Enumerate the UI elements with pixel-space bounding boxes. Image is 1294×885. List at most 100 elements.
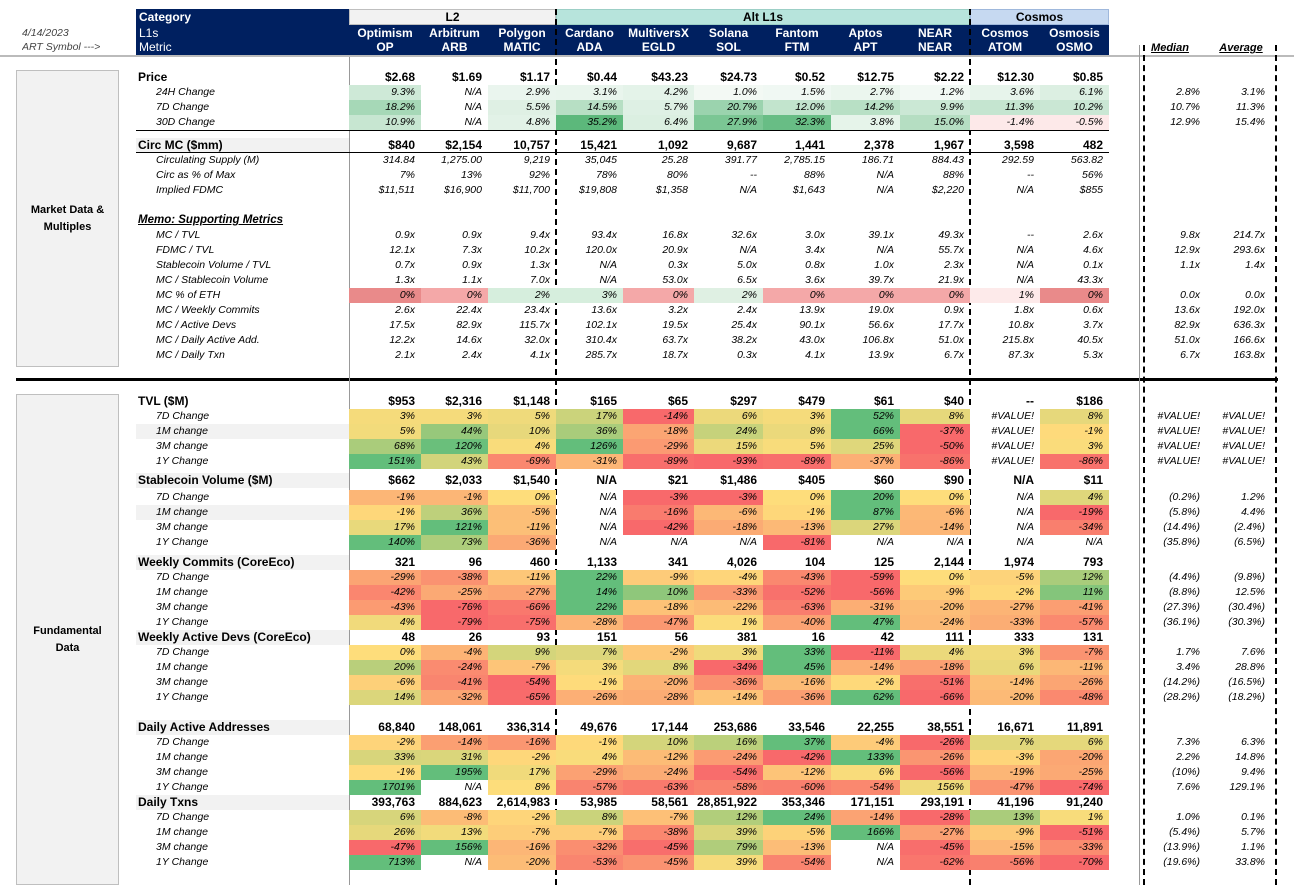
cell-arb: -38%	[421, 570, 488, 585]
cell-egld: -24%	[623, 765, 694, 780]
cell-egld: 53.0x	[662, 274, 688, 286]
cell-arb: 7.3x	[462, 244, 482, 256]
cell-ada: 102.1x	[585, 319, 617, 331]
cell-apt: 19.0x	[868, 304, 894, 316]
cell-ada: 1,133	[586, 555, 617, 569]
average-value: 636.3x	[1233, 319, 1265, 331]
median-value: (5.4%)	[1169, 826, 1200, 838]
asset-ticker-sol: SOL	[716, 40, 741, 54]
cell-ada: -1%	[556, 675, 623, 690]
cell-near: N/A	[946, 536, 964, 548]
cell-sol: 32.6x	[731, 229, 757, 241]
cell-near: 49.3x	[938, 229, 964, 241]
cell-ada: 120.0x	[585, 244, 617, 256]
cell-ada: N/A	[599, 521, 617, 533]
row-label: 3M change	[156, 676, 208, 688]
cell-egld: -2%	[623, 645, 694, 660]
row-label: 1M change	[156, 425, 208, 437]
cell-atom: --	[1027, 229, 1034, 241]
cell-near: 0.9x	[944, 304, 964, 316]
cell-op: $662	[388, 473, 415, 487]
median-value: 51.0x	[1174, 334, 1200, 346]
cell-sol: -33%	[694, 585, 763, 600]
cell-arb: 156%	[421, 840, 488, 855]
average-value: 1.4x	[1245, 259, 1265, 271]
asset-name-ada: Cardano	[565, 26, 614, 40]
row-label: 7D Change	[156, 101, 210, 113]
cell-op: -6%	[349, 675, 421, 690]
row-label-shade	[136, 555, 349, 570]
cell-op: -1%	[349, 765, 421, 780]
row-label: 7D Change	[156, 646, 210, 658]
category-header-bar	[136, 9, 349, 55]
cell-osmo: 0.1x	[1083, 259, 1103, 271]
median-value: 7.3%	[1176, 736, 1200, 748]
group-cosmos: Cosmos	[1015, 10, 1064, 24]
cell-matic: -16%	[488, 735, 556, 750]
sub-metric-row: FDMC / TVL 12.1x 7.3x 10.2x 120.0x 20.9x N/A 3.…	[0, 243, 1294, 258]
cell-atom: 10.8x	[1008, 319, 1034, 331]
cell-matic: 9.4x	[530, 229, 550, 241]
cell-atom: #VALUE!	[970, 409, 1040, 424]
cell-matic: 10.2x	[524, 244, 550, 256]
cell-atom: $12.30	[997, 70, 1034, 84]
sub-metric-row: MC / Daily Active Add. 12.2x 14.6x 32.0x 310…	[0, 333, 1294, 348]
cell-op: 1.3x	[395, 274, 415, 286]
cell-ftm: -89%	[763, 454, 831, 469]
cell-ftm: 33%	[763, 645, 831, 660]
cell-ada: -7%	[556, 825, 623, 840]
cell-atom: -47%	[970, 780, 1040, 795]
cell-ftm: -52%	[763, 585, 831, 600]
sub-metric-row: 1Y Change 1701% N/A 8% -57% -63% -58% -60% -54% 1…	[0, 780, 1294, 795]
sub-metric-row: 7D Change 6% -8% -2% 8% -7% 12% 24% -14% -28% 13% 1…	[0, 810, 1294, 825]
cell-op: 68,840	[378, 720, 415, 734]
cell-ada: N/A	[599, 536, 617, 548]
cell-ftm: 43.0x	[799, 334, 825, 346]
cell-atom: 87.3x	[1008, 349, 1034, 361]
cell-ftm: 353,346	[781, 795, 825, 809]
cell-atom: -15%	[970, 840, 1040, 855]
cell-arb: 13%	[460, 169, 482, 181]
row-label-shade	[136, 473, 349, 488]
sub-metric-row: Circ as % of Max 7% 13% 92% 78% 80% -- 88% N/A 88…	[0, 168, 1294, 183]
cell-matic: -2%	[488, 750, 556, 765]
cell-near: -50%	[900, 439, 970, 454]
cell-ftm: -40%	[763, 615, 831, 630]
cell-op: 0%	[349, 645, 421, 660]
cell-near: 1,967	[933, 138, 964, 152]
cell-apt: 42	[880, 630, 894, 644]
cell-arb: 96	[468, 555, 482, 569]
cell-osmo: -26%	[1040, 675, 1109, 690]
median-value: 12.9x	[1174, 244, 1200, 256]
cell-atom: #VALUE!	[970, 424, 1040, 439]
cell-sol: -24%	[694, 750, 763, 765]
cell-atom: 1.8x	[1014, 304, 1034, 316]
cell-osmo: 5.3x	[1083, 349, 1103, 361]
cell-ada: $165	[590, 394, 617, 408]
average-value: 7.6%	[1241, 646, 1265, 658]
cell-atom: 13%	[970, 810, 1040, 825]
cell-apt: -14%	[831, 660, 900, 675]
row-label: 3M change	[156, 601, 208, 613]
median-value: 7.6%	[1176, 781, 1200, 793]
cell-apt: N/A	[876, 169, 894, 181]
cell-ada: 35,045	[584, 154, 617, 166]
memo-row: Memo: Supporting Metrics	[0, 213, 1294, 228]
cell-apt: 0%	[831, 288, 900, 303]
cell-ada: 53,985	[580, 795, 617, 809]
cell-near: -86%	[900, 454, 970, 469]
cell-near: -37%	[900, 424, 970, 439]
cell-osmo: 56%	[1081, 169, 1103, 181]
cell-op: 314.84	[382, 154, 415, 166]
cell-arb: 0%	[421, 288, 488, 303]
asset-name-arb: Arbitrum	[429, 26, 480, 40]
cell-ada: -57%	[556, 780, 623, 795]
cell-near: 38,551	[927, 720, 964, 734]
cell-apt: N/A	[876, 244, 894, 256]
cell-matic: -66%	[488, 600, 556, 615]
cell-osmo: $855	[1079, 184, 1103, 196]
sub-metric-row: Stablecoin Volume / TVL 0.7x 0.9x 1.3x N/A 0.…	[0, 258, 1294, 273]
cell-ftm: -54%	[763, 855, 831, 870]
average-value: 33.8%	[1235, 856, 1265, 868]
cell-osmo: -57%	[1040, 615, 1109, 630]
